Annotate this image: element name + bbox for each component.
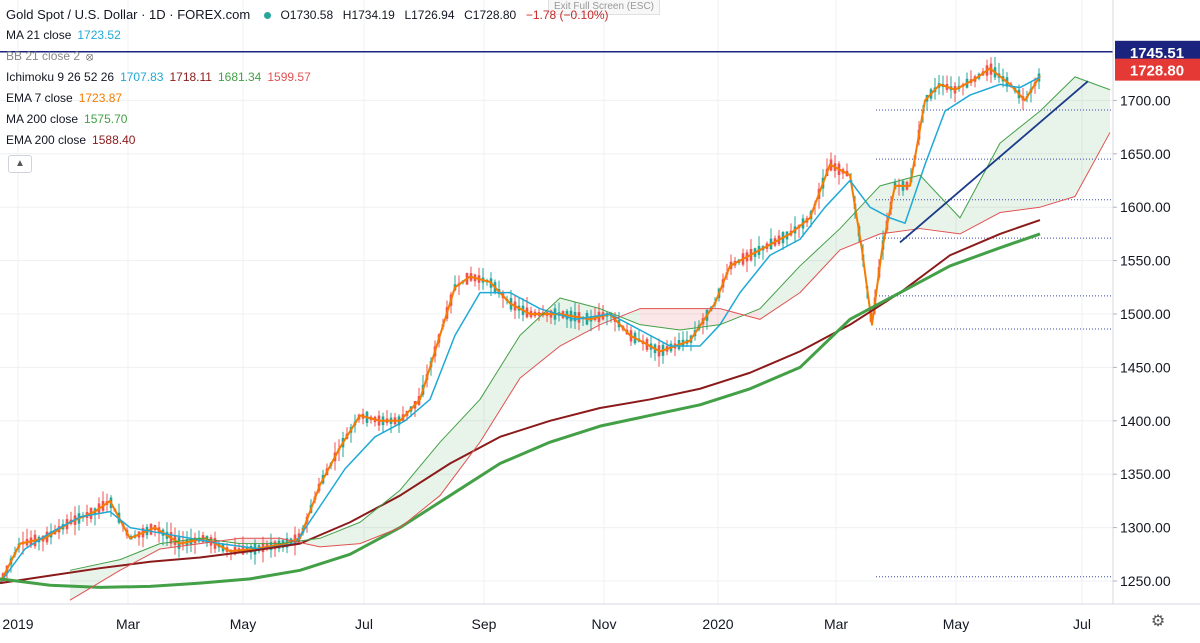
cloud-segment [480,335,520,443]
symbol-row[interactable]: Gold Spot / U.S. Dollar · 1D · FOREX.com… [6,4,609,25]
resistance-price-tag [1115,40,1200,63]
indicator-row[interactable]: MA 21 close 1723.52 [6,25,609,46]
y-tick-label: 1300.00 [1120,520,1171,536]
cloud-segment [70,559,120,601]
indicator-value: 1588.40 [92,133,136,147]
series-line [69,76,1111,571]
time-axis-bg [0,604,1113,643]
y-tick-label: 1450.00 [1120,359,1171,375]
trend-line [899,80,1089,244]
indicator-value: 1718.11 [169,70,212,84]
x-tick-label: Nov [592,616,617,632]
x-tick-label: 2020 [702,616,733,632]
reference-lines [0,51,1113,244]
x-tick-label: Jul [1073,616,1091,632]
cloud-segment [440,399,480,496]
y-tick-label: 1550.00 [1120,253,1171,269]
indicator-row[interactable]: Ichimoku 9 26 52 26 1707.83 1718.11 1681.34… [6,67,609,88]
cloud-segment [880,175,920,234]
y-tick-label: 1600.00 [1120,199,1171,215]
y-tick-label: 1250.00 [1120,573,1171,589]
symbol-title: Gold Spot / U.S. Dollar · 1D · FOREX.com [6,7,251,22]
series-line [69,132,1111,601]
indicator-value: 1723.87 [78,91,123,105]
indicator-label: MA 21 close [6,28,72,42]
x-tick-label: Mar [824,616,848,632]
x-tick-label: Sep [472,616,497,632]
grid [0,0,1113,604]
indicator-row[interactable]: EMA 200 close 1588.40 [6,130,609,151]
cloud-segment [320,522,360,547]
cloud-segment [360,490,400,544]
ohlc-close: C1728.80 [464,8,517,22]
indicator-row[interactable]: MA 200 close 1575.70 [6,109,609,130]
indicator-value: 1723.52 [77,28,121,42]
cloud-segment [1075,76,1110,197]
indicator-value: 1707.83 [120,70,164,84]
ohlc-high: H1734.19 [342,8,395,22]
y-tick-label: 1400.00 [1120,413,1171,429]
ohlc-low: L1726.94 [404,8,455,22]
ohlc-change: −1.78 (−0.10%) [525,8,609,22]
series-lines [0,67,1111,601]
y-tick-label: 1350.00 [1120,466,1171,482]
indicator-row[interactable]: BB 21 close 2 ⦻ [6,46,609,67]
indicator-label: Ichimoku 9 26 52 26 [6,70,115,84]
market-status-icon [263,12,271,20]
series-line [0,76,1041,584]
indicator-label: EMA 200 close [6,133,87,147]
cloud-segment [800,228,840,293]
legend: Gold Spot / U.S. Dollar · 1D · FOREX.com… [6,4,609,151]
cloud-segment [1040,76,1075,208]
x-tick-label: Mar [116,616,140,632]
indicator-value: 1681.34 [217,70,262,84]
x-tick-label: 2019 [2,616,33,632]
indicator-label: MA 200 close [6,112,79,126]
x-tick-label: May [943,616,969,632]
x-tick-label: May [230,616,256,632]
cloud-segment [960,143,1000,234]
indicator-label: EMA 7 close [6,91,73,105]
gear-icon[interactable]: ⚙ [1150,613,1166,630]
ichimoku-cloud [70,76,1110,601]
cloud-segment [680,308,720,331]
eye-hidden-icon[interactable]: ⦻ [86,51,94,63]
y-tick-label: 1650.00 [1120,146,1171,162]
indicator-value: 1575.70 [84,112,128,126]
ohlc-open: O1730.58 [280,8,334,22]
cloud-segment [640,308,680,331]
series-line [0,219,1041,585]
cloud-segment [520,297,560,379]
last-price-label: 1728.80 [1130,63,1184,80]
indicator-value: 1599.57 [267,70,311,84]
indicator-label: BB 21 close 2 [6,49,81,63]
y-tick-label: 1700.00 [1120,92,1171,108]
last-price-tag [1115,58,1200,81]
cloud-segment [920,175,960,234]
exit-fullscreen-button[interactable]: Exit Full Screen (ESC) [548,0,660,15]
y-tick-label: 1500.00 [1120,306,1171,322]
cloud-segment [840,185,880,250]
series-line [0,232,1041,589]
cloud-segment [400,442,440,528]
price-axis-bg [1113,0,1200,643]
collapse-legend-button[interactable]: ▲ [8,155,32,173]
resistance-price-label: 1745.51 [1130,45,1184,62]
x-tick-label: Jul [355,616,373,632]
cloud-segment [760,265,800,320]
indicator-row[interactable]: EMA 7 close 1723.87 [6,88,609,109]
cloud-segment [1000,111,1040,213]
